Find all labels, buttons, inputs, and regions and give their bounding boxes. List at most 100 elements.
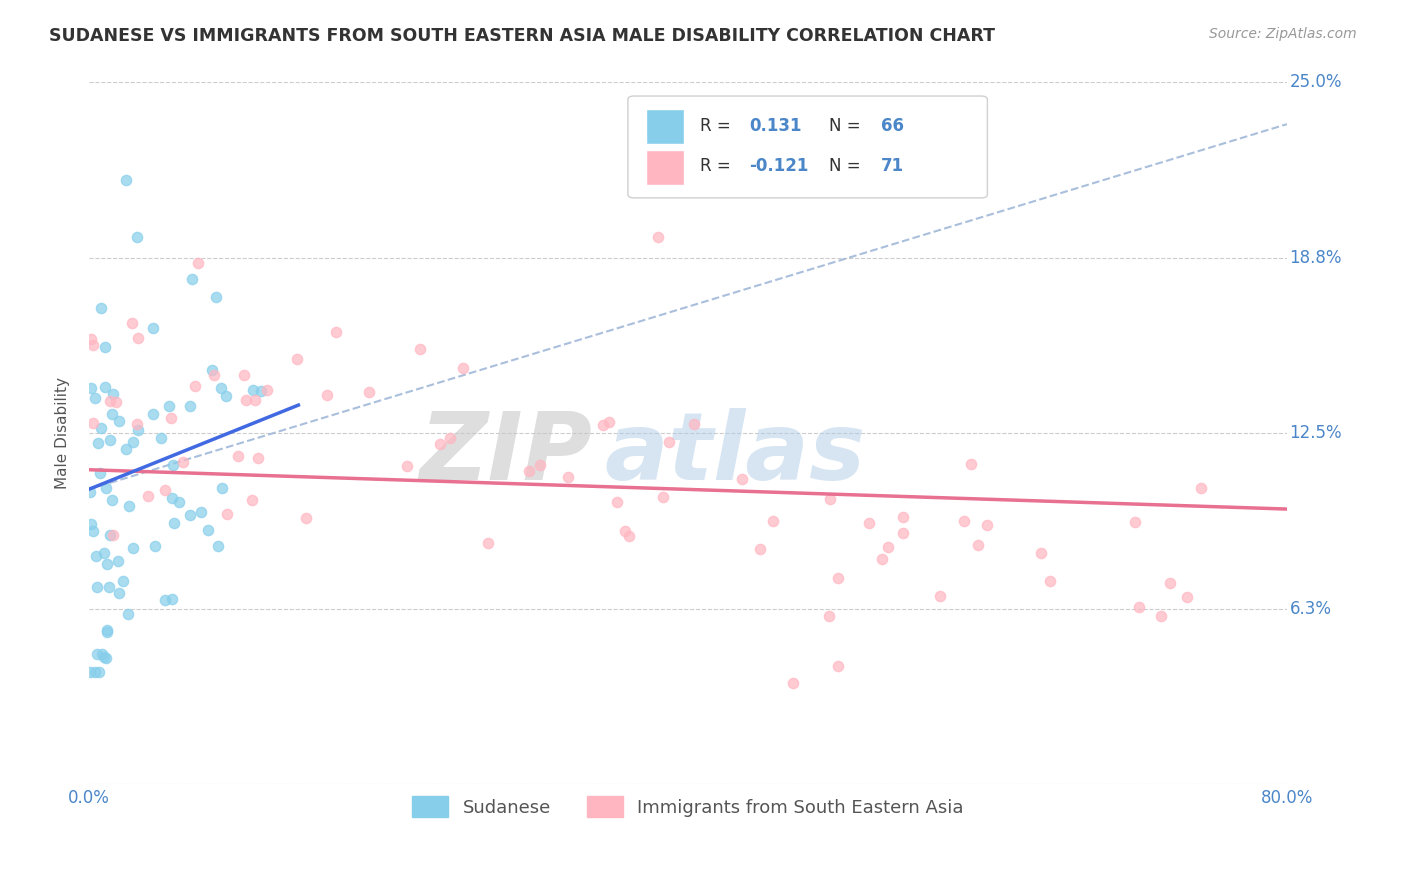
Point <box>187 256 209 270</box>
Point <box>207 539 229 553</box>
Point <box>658 434 681 449</box>
Point <box>245 393 267 408</box>
Point <box>94 380 117 394</box>
Point <box>160 491 183 505</box>
Point <box>557 470 579 484</box>
Point <box>79 516 101 531</box>
Text: 66: 66 <box>880 117 904 135</box>
Point <box>142 407 165 421</box>
Text: ZIP: ZIP <box>419 409 592 500</box>
Point <box>820 491 842 506</box>
Point <box>172 455 194 469</box>
Point <box>93 650 115 665</box>
Point <box>79 333 101 347</box>
Point <box>929 589 952 603</box>
Point <box>592 417 614 432</box>
Point <box>86 647 108 661</box>
Text: 0.131: 0.131 <box>749 117 801 135</box>
Point <box>614 524 637 538</box>
Point <box>101 528 124 542</box>
Point <box>121 541 143 556</box>
Point <box>683 417 706 432</box>
Point <box>84 549 107 564</box>
Point <box>1189 481 1212 495</box>
Text: 6.3%: 6.3% <box>1289 599 1331 618</box>
Point <box>1150 608 1173 623</box>
Point <box>82 338 104 352</box>
Point <box>98 433 121 447</box>
Text: Male Disability: Male Disability <box>55 377 70 489</box>
Point <box>86 580 108 594</box>
Point <box>250 384 273 399</box>
Point <box>115 173 138 187</box>
Point <box>80 381 103 395</box>
Point <box>1039 574 1062 588</box>
Point <box>103 387 125 401</box>
Point <box>87 665 110 679</box>
Point <box>242 383 264 397</box>
Point <box>79 485 101 500</box>
Point <box>96 557 118 571</box>
Point <box>202 368 225 382</box>
Point <box>619 529 641 543</box>
Point <box>179 508 201 522</box>
Point <box>256 383 278 397</box>
Point <box>1175 591 1198 605</box>
Point <box>762 514 785 528</box>
Point <box>408 343 430 357</box>
Point <box>87 435 110 450</box>
Point <box>155 483 177 498</box>
Point <box>429 437 451 451</box>
Point <box>233 368 256 382</box>
Point <box>209 381 232 395</box>
Point <box>169 495 191 509</box>
Text: R =: R = <box>700 117 731 135</box>
Point <box>858 516 880 530</box>
Point <box>782 676 804 690</box>
Point <box>315 388 337 402</box>
Point <box>205 290 228 304</box>
Point <box>143 539 166 553</box>
FancyBboxPatch shape <box>628 96 987 198</box>
Point <box>184 379 207 393</box>
Point <box>1128 600 1150 615</box>
Text: 71: 71 <box>880 157 904 175</box>
Point <box>359 384 381 399</box>
Point <box>100 492 122 507</box>
Point <box>1125 515 1147 529</box>
Point <box>90 421 112 435</box>
Point <box>90 301 112 315</box>
Bar <box>645 110 685 145</box>
Point <box>96 623 118 637</box>
Point <box>294 511 316 525</box>
Point <box>82 524 104 538</box>
Point <box>104 395 127 409</box>
Point <box>201 363 224 377</box>
Point <box>325 325 347 339</box>
Text: R =: R = <box>700 157 731 175</box>
Point <box>107 554 129 568</box>
Point <box>827 571 849 585</box>
Point <box>235 392 257 407</box>
Point <box>79 665 101 679</box>
Point <box>122 434 145 449</box>
Point <box>976 518 998 533</box>
Point <box>396 458 419 473</box>
Point <box>163 516 186 531</box>
Text: atlas: atlas <box>605 409 865 500</box>
Point <box>285 352 308 367</box>
Point <box>606 495 628 509</box>
Point <box>967 538 990 552</box>
Text: N =: N = <box>830 117 860 135</box>
Point <box>960 457 983 471</box>
Text: -0.121: -0.121 <box>749 157 808 175</box>
Bar <box>645 150 685 186</box>
Point <box>94 651 117 665</box>
Point <box>82 416 104 430</box>
Point <box>117 607 139 622</box>
Point <box>197 523 219 537</box>
Point <box>217 507 239 521</box>
Point <box>246 450 269 465</box>
Point <box>83 391 105 405</box>
Text: Source: ZipAtlas.com: Source: ZipAtlas.com <box>1209 27 1357 41</box>
